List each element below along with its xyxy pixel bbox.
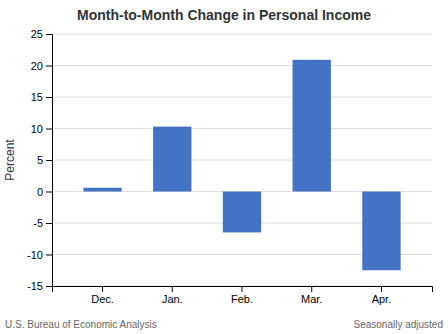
- y-tick: -15: [27, 280, 52, 292]
- x-tick: Mar.: [301, 286, 322, 305]
- grid-line: [52, 97, 432, 98]
- y-tick: 5: [37, 154, 52, 166]
- x-tick: Apr.: [372, 286, 392, 305]
- bar: [83, 188, 121, 192]
- y-tick-mark: [46, 34, 52, 35]
- y-tick-mark: [46, 286, 52, 287]
- y-tick-label: 15: [31, 91, 43, 103]
- y-tick-label: 20: [31, 60, 43, 72]
- footnote: U.S. Bureau of Economic Analysis: [5, 319, 157, 330]
- bar: [362, 192, 400, 271]
- y-axis-title: Percent: [3, 139, 17, 181]
- grid-line: [52, 34, 432, 35]
- y-tick-label: 10: [31, 123, 43, 135]
- x-tick-mark: [172, 286, 173, 292]
- y-tick-mark: [46, 129, 52, 130]
- y-tick: -5: [33, 217, 52, 229]
- x-tick-label: Mar.: [301, 293, 322, 305]
- x-tick-label: Apr.: [372, 293, 392, 305]
- y-tick-mark: [46, 192, 52, 193]
- y-tick-mark: [46, 97, 52, 98]
- y-tick: 20: [31, 60, 52, 72]
- y-tick-label: -10: [27, 249, 43, 261]
- grid-line: [52, 65, 432, 66]
- x-tick-label: Dec.: [91, 293, 114, 305]
- title: Month-to-Month Change in Personal Income: [77, 7, 371, 23]
- y-tick-mark: [46, 255, 52, 256]
- bar: [293, 60, 331, 192]
- y-axis: -15 -10 -5 0 5 10 15 20 25: [27, 28, 52, 292]
- chart-svg: -15 -10 -5 0 5 10 15 20 25 Dec. Jan. Feb. Mar. Apr. Mo…: [0, 0, 448, 334]
- x-tick: Jan.: [162, 286, 183, 305]
- y-tick: 10: [31, 123, 52, 135]
- y-tick-label: 25: [31, 28, 43, 40]
- x-tick-mark: [381, 286, 382, 292]
- x-axis: Dec. Jan. Feb. Mar. Apr.: [53, 286, 433, 305]
- bar: [153, 127, 191, 192]
- x-tick-label: Jan.: [162, 293, 183, 305]
- bar: [223, 192, 261, 233]
- y-tick: 15: [31, 91, 52, 103]
- chart-container: -15 -10 -5 0 5 10 15 20 25 Dec. Jan. Feb. Mar. Apr. Mo…: [0, 0, 448, 334]
- y-axis-line: [46, 35, 53, 287]
- grid-line: [52, 160, 432, 161]
- y-tick: -10: [27, 249, 52, 261]
- plot: -15 -10 -5 0 5 10 15 20 25 Dec. Jan. Feb. Mar. Apr.: [27, 28, 432, 305]
- x-tick-label: Feb.: [231, 293, 253, 305]
- grid: [52, 34, 432, 286]
- grid-line: [52, 128, 432, 129]
- footnote: Seasonally adjusted: [353, 319, 443, 330]
- y-tick-mark: [46, 160, 52, 161]
- x-tick-mark: [311, 286, 312, 292]
- y-tick: 0: [37, 186, 52, 198]
- y-tick-label: 0: [37, 186, 43, 198]
- x-tick: Dec.: [91, 286, 114, 305]
- x-tick: Feb.: [231, 286, 253, 305]
- y-tick-label: -5: [33, 217, 43, 229]
- y-tick-label: 5: [37, 154, 43, 166]
- x-tick-mark: [102, 286, 103, 292]
- y-tick-mark: [46, 223, 52, 224]
- x-tick-mark: [242, 286, 243, 292]
- y-tick-label: -15: [27, 280, 43, 292]
- x-axis-line: [53, 287, 433, 293]
- y-tick-mark: [46, 66, 52, 67]
- y-tick: 25: [31, 28, 52, 40]
- bars: [83, 60, 400, 270]
